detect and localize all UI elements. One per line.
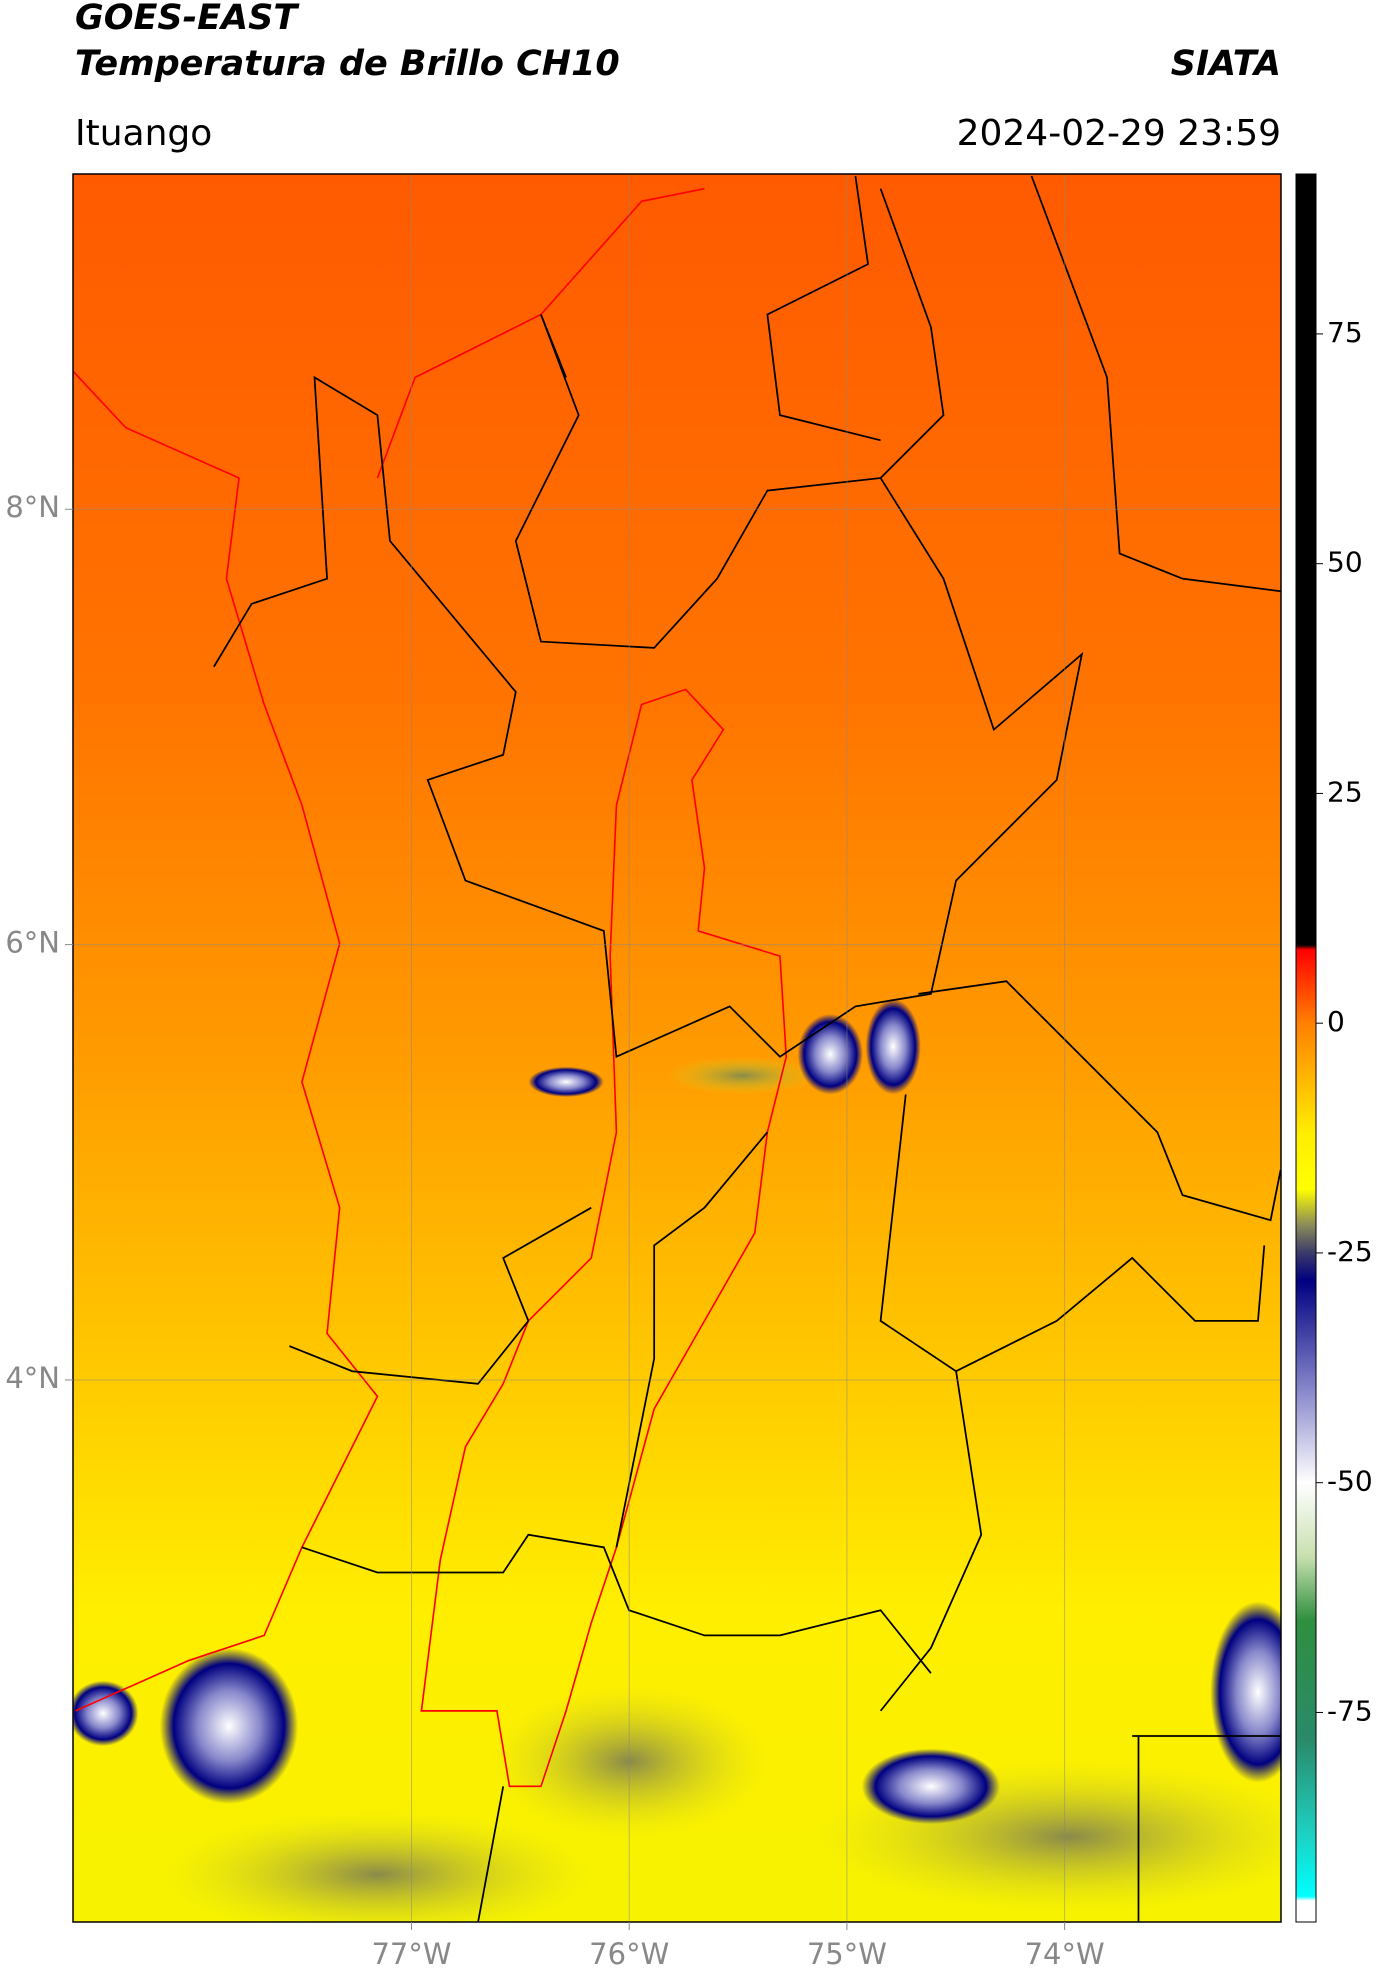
cb-label: 25 <box>1327 775 1363 808</box>
lon-label: 76°W <box>589 1937 669 1971</box>
map-frame <box>72 173 1282 1923</box>
lon-label: 77°W <box>371 1937 451 1971</box>
datetime: 2024-02-29 23:59 <box>957 113 1281 154</box>
location: Ituango <box>75 113 212 154</box>
source: SIATA <box>1171 44 1281 84</box>
cb-label: -75 <box>1327 1694 1373 1727</box>
colorbar <box>1295 173 1317 1923</box>
map-field <box>73 174 1281 1922</box>
cb-label: 75 <box>1327 316 1363 349</box>
lat-label: 6°N <box>5 926 60 960</box>
map <box>73 174 1281 1922</box>
cb-label: 0 <box>1327 1005 1345 1038</box>
cb-label: 50 <box>1327 546 1363 579</box>
title: GOES-EAST <box>75 0 300 38</box>
lon-label: 75°W <box>807 1937 887 1971</box>
cb-label: -50 <box>1327 1465 1373 1498</box>
lat-label: 8°N <box>5 490 60 524</box>
cb-label: -25 <box>1327 1235 1373 1268</box>
lon-label: 74°W <box>1025 1937 1105 1971</box>
lat-label: 4°N <box>5 1361 60 1395</box>
subtitle: Temperatura de Brillo CH10 <box>75 44 620 84</box>
